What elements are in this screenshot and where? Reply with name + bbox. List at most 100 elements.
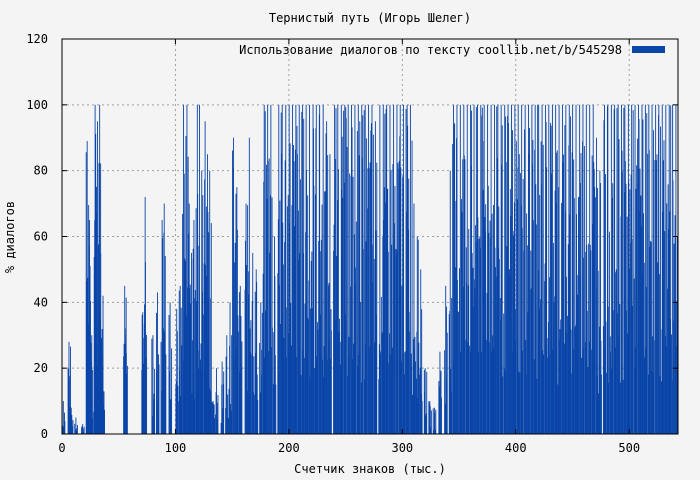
bar [247, 205, 249, 434]
bar [640, 195, 642, 434]
bar [449, 170, 451, 435]
bar [229, 302, 231, 434]
bar [495, 276, 497, 434]
bar [509, 269, 510, 434]
bar [484, 231, 486, 434]
bar [304, 303, 306, 434]
bar [644, 357, 646, 434]
bar [637, 167, 639, 435]
bar [362, 249, 364, 434]
bar [321, 204, 323, 434]
bar [662, 211, 664, 434]
bar [268, 351, 269, 434]
bar [432, 408, 434, 434]
x-tick-label: 100 [165, 441, 187, 455]
bar [358, 155, 360, 434]
bar [97, 121, 98, 434]
bar [251, 301, 253, 434]
bar [542, 144, 544, 434]
bar [248, 294, 250, 434]
bar [569, 214, 571, 434]
bar [486, 339, 488, 434]
bar [597, 270, 599, 434]
bar [98, 306, 100, 434]
bar [249, 328, 251, 434]
bar [502, 376, 504, 434]
bar [520, 205, 522, 434]
bar [264, 111, 266, 434]
bar [298, 104, 300, 434]
bar [577, 294, 579, 434]
bar [99, 310, 101, 434]
bar [402, 184, 404, 434]
bar [570, 329, 572, 434]
bar [665, 346, 667, 434]
bar [486, 292, 488, 434]
bar [153, 399, 154, 434]
bar [417, 398, 419, 434]
bar [511, 104, 512, 434]
bar [545, 104, 547, 434]
bar [210, 223, 212, 434]
bar [571, 152, 573, 434]
bar [492, 335, 494, 434]
bar [70, 407, 72, 434]
bar [141, 315, 143, 434]
bar [367, 168, 369, 435]
bar [598, 393, 600, 434]
bar [93, 256, 95, 434]
bar [395, 253, 397, 434]
bar [426, 371, 428, 434]
bar [653, 130, 655, 435]
bar [83, 426, 85, 434]
bar [319, 104, 321, 434]
bar [494, 104, 495, 434]
bar [275, 384, 277, 434]
bar [555, 104, 557, 434]
bar [510, 216, 512, 434]
bar [658, 273, 660, 434]
bar [188, 203, 190, 434]
bar [92, 370, 94, 434]
bar [202, 195, 204, 434]
bar [250, 320, 252, 434]
bar [264, 357, 265, 434]
bar [412, 394, 414, 434]
bar [651, 370, 653, 434]
bar [338, 331, 340, 434]
bar [415, 361, 416, 434]
bar [566, 276, 567, 434]
bar [567, 315, 568, 434]
bar [284, 160, 286, 434]
bar [152, 335, 154, 434]
bar [261, 349, 263, 434]
bar [92, 411, 94, 434]
bar [286, 206, 288, 434]
bar [530, 288, 532, 434]
bar [351, 127, 353, 434]
bar [194, 289, 196, 434]
bar [324, 191, 326, 434]
x-tick-label: 0 [58, 441, 65, 455]
bar [146, 335, 148, 434]
bar [488, 342, 490, 434]
bar [500, 104, 502, 434]
bar [429, 406, 431, 434]
bar [374, 342, 376, 434]
bar [491, 213, 493, 434]
bar [505, 162, 507, 434]
bar [158, 364, 160, 434]
bar [176, 308, 178, 434]
bar [601, 374, 602, 434]
bar [419, 374, 421, 434]
bar [565, 104, 567, 434]
bar [89, 265, 91, 434]
bar [340, 104, 342, 434]
bar [222, 408, 224, 434]
bar [326, 359, 328, 434]
bar [235, 193, 237, 434]
bar [197, 368, 199, 434]
bar [279, 200, 281, 434]
bar [314, 367, 315, 434]
bar [373, 258, 375, 434]
